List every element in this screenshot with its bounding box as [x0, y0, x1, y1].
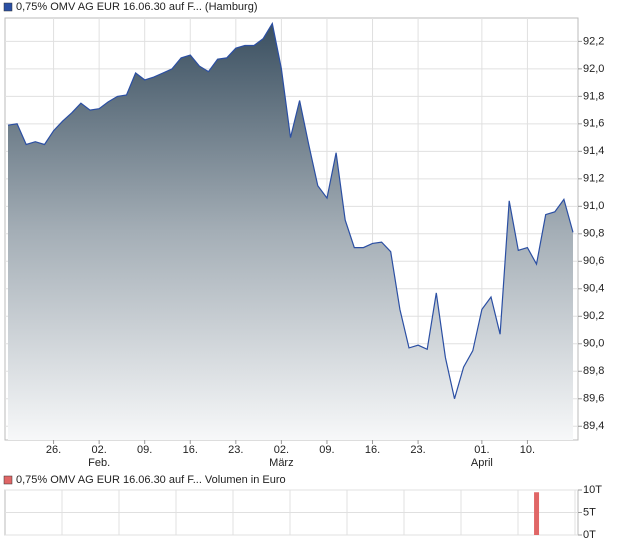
month-label: März	[269, 457, 293, 469]
y-tick-label: 90,4	[583, 283, 604, 295]
x-tick-label: 09.	[319, 444, 334, 456]
y-tick-label: 10T	[583, 484, 602, 496]
y-tick-label: 89,6	[583, 393, 604, 405]
legend-swatch	[3, 2, 13, 12]
y-tick-label: 90,2	[583, 310, 604, 322]
y-tick-label: 91,6	[583, 118, 604, 130]
y-tick-label: 92,0	[583, 63, 604, 75]
y-tick-label: 5T	[583, 506, 596, 518]
y-tick-label: 91,4	[583, 145, 604, 157]
line	[7, 21, 574, 399]
y-tick-label: 89,4	[583, 420, 604, 432]
x-tick-label: 26.	[46, 444, 61, 456]
x-tick-label: 23.	[228, 444, 243, 456]
x-tick-label: 01.	[474, 444, 489, 456]
x-tick-label: 02.	[274, 444, 289, 456]
month-label: Feb.	[88, 457, 110, 469]
y-tick-label: 90,8	[583, 228, 604, 240]
y-tick-label: 92,2	[583, 35, 604, 47]
y-tick-label: 91,0	[583, 200, 604, 212]
y-tick-label: 91,2	[583, 173, 604, 185]
month-label: April	[471, 457, 493, 469]
area	[8, 23, 573, 440]
y-tick-label: 90,0	[583, 338, 604, 350]
y-tick-label: 0T	[583, 529, 596, 541]
legend-label: 0,75% OMV AG EUR 16.06.30 auf F... (Hamb…	[16, 1, 258, 13]
legend-swatch	[3, 475, 13, 485]
x-tick-label: 09.	[137, 444, 152, 456]
x-tick-label: 02.	[91, 444, 106, 456]
x-tick-label: 10.	[520, 444, 535, 456]
x-tick-label: 16.	[365, 444, 380, 456]
y-tick-label: 91,8	[583, 90, 604, 102]
x-tick-label: 16.	[183, 444, 198, 456]
legend-label: 0,75% OMV AG EUR 16.06.30 auf F... Volum…	[16, 474, 286, 486]
x-tick-label: 23.	[410, 444, 425, 456]
bar	[534, 492, 540, 535]
y-tick-label: 90,6	[583, 255, 604, 267]
y-tick-label: 89,8	[583, 365, 604, 377]
